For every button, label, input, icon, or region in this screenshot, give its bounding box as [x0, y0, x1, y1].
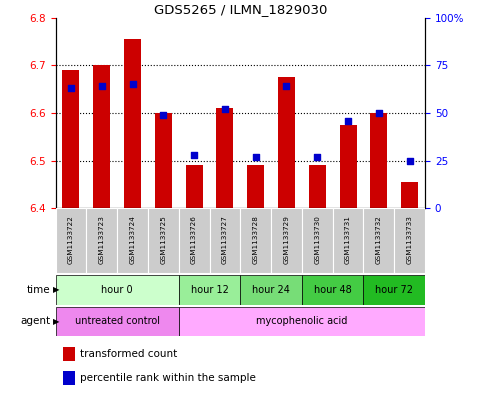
Bar	[240, 208, 271, 273]
Text: GSM1133733: GSM1133733	[407, 215, 412, 264]
Bar	[56, 275, 179, 305]
Bar	[247, 165, 264, 208]
Bar	[216, 108, 233, 208]
Text: GSM1133722: GSM1133722	[68, 215, 74, 264]
Text: ▶: ▶	[53, 317, 59, 326]
Text: mycophenolic acid: mycophenolic acid	[256, 316, 348, 326]
Bar	[179, 208, 210, 273]
Text: hour 12: hour 12	[191, 285, 228, 295]
Point	[128, 81, 136, 88]
Text: GSM1133723: GSM1133723	[99, 215, 105, 264]
Bar	[401, 182, 418, 208]
Title: GDS5265 / ILMN_1829030: GDS5265 / ILMN_1829030	[154, 4, 327, 17]
Bar	[370, 113, 387, 208]
Bar	[278, 77, 295, 208]
Text: GSM1133724: GSM1133724	[129, 215, 136, 264]
Text: ▶: ▶	[53, 285, 59, 294]
Bar	[271, 208, 302, 273]
Bar	[86, 208, 117, 273]
Bar	[364, 208, 394, 273]
Bar	[364, 275, 425, 305]
Text: untreated control: untreated control	[75, 316, 159, 326]
Point	[221, 106, 229, 112]
Bar	[93, 65, 110, 208]
Bar	[117, 208, 148, 273]
Point	[283, 83, 290, 90]
Bar	[148, 208, 179, 273]
Bar	[240, 275, 302, 305]
Text: GSM1133727: GSM1133727	[222, 215, 228, 264]
Point	[252, 154, 259, 160]
Text: transformed count: transformed count	[80, 349, 177, 359]
Bar	[394, 208, 425, 273]
Text: hour 0: hour 0	[101, 285, 133, 295]
Bar	[179, 307, 425, 336]
Text: GSM1133725: GSM1133725	[160, 215, 166, 264]
Bar	[155, 113, 172, 208]
Point	[159, 112, 167, 118]
Text: GSM1133728: GSM1133728	[253, 215, 259, 264]
Text: hour 72: hour 72	[375, 285, 413, 295]
Point	[98, 83, 106, 90]
Bar	[179, 275, 240, 305]
Bar	[340, 125, 356, 208]
Bar	[309, 165, 326, 208]
Bar	[63, 347, 75, 361]
Bar	[56, 307, 179, 336]
Bar	[210, 208, 240, 273]
Text: GSM1133729: GSM1133729	[284, 215, 289, 264]
Point	[67, 85, 75, 91]
Bar	[302, 208, 333, 273]
Text: GSM1133726: GSM1133726	[191, 215, 197, 264]
Point	[406, 158, 413, 164]
Bar	[185, 165, 202, 208]
Bar	[333, 208, 364, 273]
Bar	[62, 70, 79, 208]
Point	[313, 154, 321, 160]
Bar	[63, 371, 75, 385]
Text: GSM1133730: GSM1133730	[314, 215, 320, 264]
Point	[375, 110, 383, 116]
Text: hour 24: hour 24	[252, 285, 290, 295]
Bar	[302, 275, 364, 305]
Text: time: time	[27, 285, 51, 295]
Text: agent: agent	[21, 316, 51, 326]
Bar	[124, 39, 141, 208]
Text: percentile rank within the sample: percentile rank within the sample	[80, 373, 256, 383]
Bar	[56, 208, 86, 273]
Text: hour 48: hour 48	[314, 285, 352, 295]
Text: GSM1133731: GSM1133731	[345, 215, 351, 264]
Text: GSM1133732: GSM1133732	[376, 215, 382, 264]
Point	[344, 118, 352, 124]
Point	[190, 152, 198, 158]
